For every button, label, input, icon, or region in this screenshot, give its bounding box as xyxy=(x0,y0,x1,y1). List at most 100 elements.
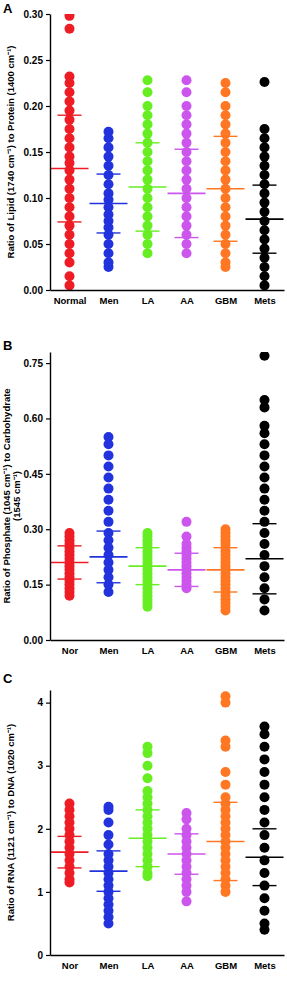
axis-line xyxy=(51,955,285,956)
data-point xyxy=(143,147,153,157)
y-tick: 1 xyxy=(37,887,50,898)
mean-line xyxy=(168,193,206,195)
data-point xyxy=(260,484,270,494)
data-point xyxy=(104,439,114,449)
y-tick: 0.15 xyxy=(24,579,50,590)
data-point xyxy=(221,262,231,272)
data-point xyxy=(104,170,114,180)
data-point xyxy=(182,147,192,157)
data-point xyxy=(65,106,75,116)
data-point xyxy=(260,517,270,527)
data-point xyxy=(260,805,270,815)
data-point xyxy=(104,918,114,928)
data-point xyxy=(260,280,270,290)
data-point xyxy=(260,170,270,180)
data-point xyxy=(65,193,75,203)
panel-title: A xyxy=(3,1,13,16)
sd-line xyxy=(58,545,82,546)
sd-line xyxy=(58,114,82,115)
y-tick-mark xyxy=(46,474,50,475)
axis-line xyxy=(50,691,51,956)
sd-line xyxy=(136,809,160,810)
data-point xyxy=(221,156,231,166)
sd-line xyxy=(58,578,82,579)
data-point xyxy=(104,152,114,162)
data-point xyxy=(260,262,270,272)
sd-line xyxy=(136,866,160,867)
y-tick-mark xyxy=(46,152,50,153)
y-tick: 4 xyxy=(37,697,50,708)
y-tick: 0.30 xyxy=(24,9,50,20)
data-point xyxy=(260,179,270,189)
data-point xyxy=(143,202,153,212)
x-tick: GBM xyxy=(215,955,237,971)
data-point xyxy=(104,142,114,152)
sd-line xyxy=(97,582,121,583)
data-point xyxy=(260,216,270,226)
sd-line xyxy=(136,230,160,231)
sd-line xyxy=(175,874,199,875)
data-point xyxy=(65,239,75,249)
sd-line xyxy=(136,547,160,548)
data-point xyxy=(260,271,270,281)
axis-line xyxy=(51,290,285,291)
data-point xyxy=(260,780,270,790)
data-point xyxy=(182,119,192,129)
y-tick-mark xyxy=(46,955,50,956)
data-point xyxy=(104,830,114,840)
data-point xyxy=(104,587,114,597)
y-tick-mark xyxy=(46,198,50,199)
data-point xyxy=(221,129,231,139)
data-point xyxy=(221,230,231,240)
data-point xyxy=(104,450,114,460)
mean-line xyxy=(246,558,284,560)
data-point xyxy=(182,583,192,593)
data-point xyxy=(143,110,153,120)
data-point xyxy=(260,742,270,752)
panel-title: B xyxy=(3,338,12,353)
data-point xyxy=(221,138,231,148)
y-tick-label: 0.30 xyxy=(24,9,44,20)
x-tick-label: GBM xyxy=(215,645,237,656)
data-point xyxy=(260,893,270,903)
x-tick: Men xyxy=(100,640,119,656)
sd-line xyxy=(97,173,121,174)
panel: C01234NorMenLAAAGBMMetsRatio of RNA (112… xyxy=(3,671,285,971)
data-point xyxy=(260,253,270,263)
data-point xyxy=(221,605,231,615)
data-point xyxy=(104,262,114,272)
sd-line xyxy=(253,523,277,524)
data-point xyxy=(260,77,270,87)
data-point xyxy=(182,887,192,897)
data-point xyxy=(221,101,231,111)
data-point xyxy=(143,761,153,771)
data-point xyxy=(182,896,192,906)
data-point xyxy=(221,110,231,120)
data-point xyxy=(260,767,270,777)
x-tick: Men xyxy=(100,955,119,971)
x-tick-label: LA xyxy=(142,645,155,656)
y-tick-label: 0.00 xyxy=(24,285,44,296)
x-tick: Mets xyxy=(254,640,276,656)
sd-line xyxy=(97,530,121,531)
mean-line xyxy=(90,203,128,205)
data-point xyxy=(260,450,270,460)
data-point xyxy=(221,175,231,185)
x-tick-label: Men xyxy=(100,295,119,306)
data-point xyxy=(104,506,114,516)
sd-line xyxy=(214,136,238,137)
data-point xyxy=(65,280,75,290)
x-tick-label: Men xyxy=(100,960,119,971)
x-tick: GBM xyxy=(215,290,237,306)
data-point xyxy=(221,147,231,157)
data-point xyxy=(260,495,270,505)
y-tick: 0.30 xyxy=(24,524,50,535)
data-point xyxy=(260,605,270,615)
mean-line xyxy=(246,218,284,220)
x-tick-label: Men xyxy=(100,645,119,656)
data-point xyxy=(104,461,114,471)
mean-line xyxy=(129,186,167,188)
y-axis-title: Ratio of RNA (1121 cm⁻¹) to DNA (1020 cm… xyxy=(5,724,16,921)
data-point xyxy=(221,165,231,175)
y-tick-mark xyxy=(46,244,50,245)
